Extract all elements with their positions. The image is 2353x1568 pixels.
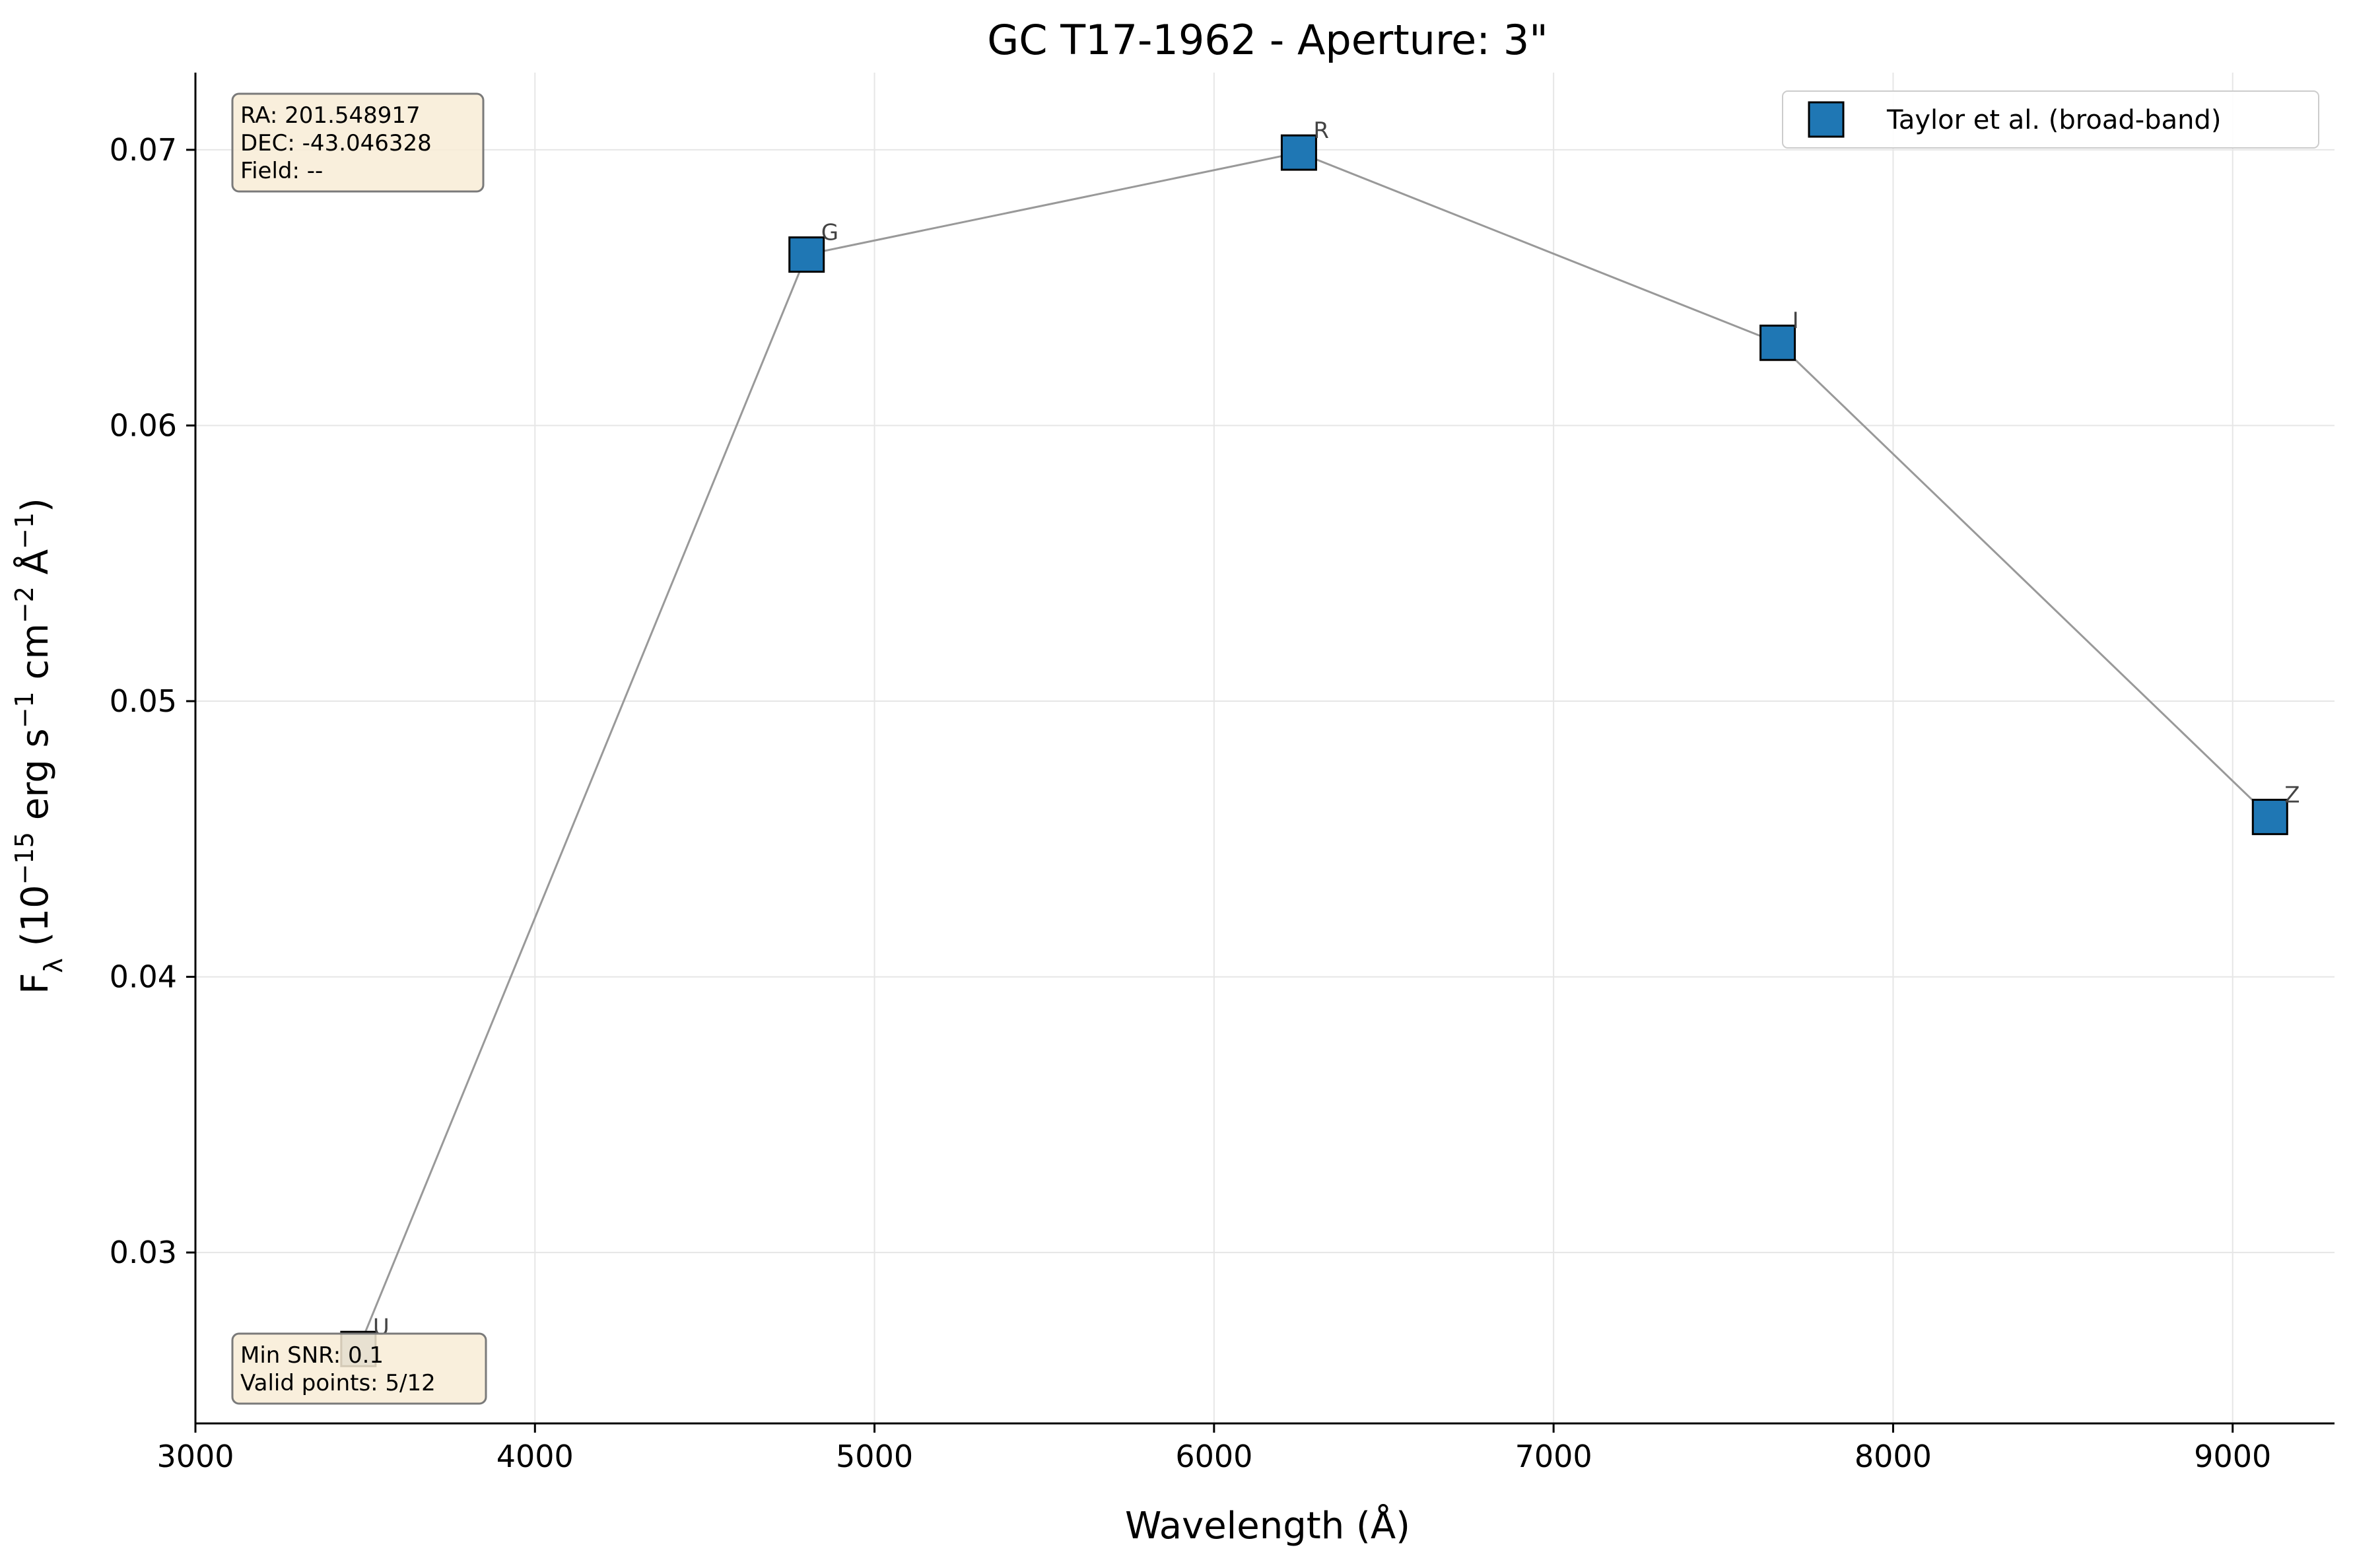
x-tick-label: 9000 [2194,1439,2271,1474]
legend-marker [1808,101,1845,138]
series-connecting-line [357,151,2271,1349]
legend-entry-label: Taylor et al. (broad-band) [1886,105,2221,135]
y-axis-title: Fλ (10−15 erg s−1 cm−2 Å−1) [10,498,68,994]
x-tick-label: 8000 [1855,1439,1932,1474]
data-point-r [1280,134,1317,171]
legend: Taylor et al. (broad-band) [1782,90,2319,149]
point-label-z: Z [2284,782,2300,808]
point-label-g: G [821,220,838,246]
legend-frame [1782,90,2319,149]
point-label-r: R [1313,118,1329,144]
info-box-line: DEC: -43.046328 [240,130,432,156]
y-tick-label: 0.05 [110,683,177,719]
info-box-line: Field: -- [240,158,323,184]
ticks: 3000 4000 5000 6000 7000 8000 9000 0.03 0.04 0.05… [110,132,2272,1474]
y-tick-label: 0.03 [110,1235,177,1270]
data-point-g [788,236,825,273]
y-tick-label: 0.06 [110,407,177,443]
grid [195,73,2335,1423]
x-tick-label: 7000 [1515,1439,1592,1474]
data-point-z [2251,798,2288,835]
x-tick-label: 5000 [836,1439,913,1474]
info-box-frame [231,92,485,193]
x-tick-label: 4000 [496,1439,574,1474]
x-tick-label: 6000 [1175,1439,1252,1474]
y-tick-label: 0.04 [110,959,177,995]
y-tick-label: 0.07 [110,132,177,168]
data-point-i [1759,324,1796,361]
point-label-i: I [1792,308,1799,334]
x-tick-label: 3000 [156,1439,234,1474]
info-box-line: RA: 201.548917 [240,102,421,129]
info-box-line: Min SNR: 0.1 [240,1342,384,1369]
axes [194,73,2335,1425]
info-box-frame [231,1332,487,1405]
info-box-line: Valid points: 5/12 [240,1370,436,1396]
x-axis-title: Wavelength (Å) [1125,1504,1410,1548]
chart-title: GC T17-1962 - Aperture: 3" [987,16,1548,64]
